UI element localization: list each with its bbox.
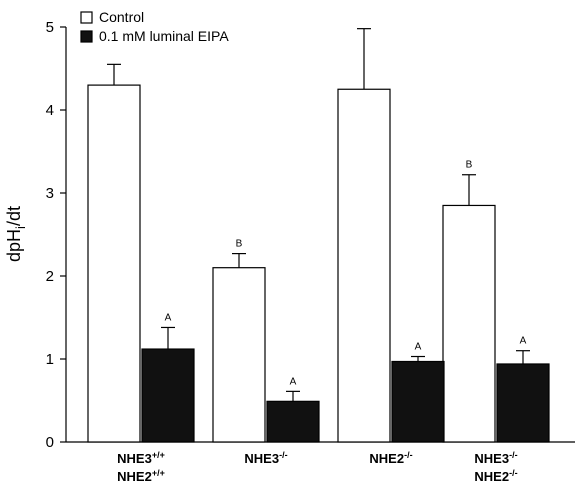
bar-control xyxy=(87,84,141,443)
y-tick-label: 2 xyxy=(46,268,54,285)
significance-label: A xyxy=(290,376,297,387)
y-axis-label-tail: /dt xyxy=(4,206,24,226)
bar-control xyxy=(337,88,391,443)
y-axis-label: dpHi/dt xyxy=(4,206,28,262)
legend-swatch xyxy=(80,11,93,24)
bar-control xyxy=(442,204,496,443)
legend-label: 0.1 mM luminal EIPA xyxy=(99,28,229,44)
y-axis-label-main: dpH xyxy=(4,229,24,262)
x-category-label: NHE2+/+ xyxy=(117,468,165,483)
y-tick-label: 5 xyxy=(46,19,54,36)
bar-eipa xyxy=(391,360,445,443)
significance-label: A xyxy=(165,312,172,323)
significance-label: B xyxy=(236,239,243,250)
bar-eipa xyxy=(496,363,550,443)
x-category-label: NHE3+/+ xyxy=(117,450,165,466)
bar-eipa xyxy=(266,400,320,443)
significance-label: B xyxy=(466,160,473,171)
x-category-label: NHE2-/- xyxy=(474,468,517,483)
x-category-label: NHE2-/- xyxy=(369,450,412,466)
x-category-label: NHE3-/- xyxy=(474,450,517,466)
y-tick-label: 0 xyxy=(46,434,54,451)
significance-label: A xyxy=(415,342,422,353)
x-category-label: NHE3-/- xyxy=(244,450,287,466)
legend-swatch xyxy=(80,30,93,43)
y-axis-label-subscript: i xyxy=(13,226,28,229)
bars xyxy=(87,84,550,443)
y-tick-label: 1 xyxy=(46,351,54,368)
significance-label: A xyxy=(520,336,527,347)
legend-label: Control xyxy=(99,9,144,25)
error-bars xyxy=(107,28,530,402)
significance-labels: B B A A A A xyxy=(165,160,527,388)
y-tick-label: 3 xyxy=(46,185,54,202)
legend: Control 0.1 mM luminal EIPA xyxy=(80,9,229,44)
bar-eipa xyxy=(141,348,195,443)
bar-control xyxy=(212,267,266,443)
y-tick-label: 4 xyxy=(46,102,54,119)
x-axis-labels: NHE3+/+ NHE2+/+ NHE3-/- NHE2-/- NHE3-/- NHE2-… xyxy=(117,450,517,483)
